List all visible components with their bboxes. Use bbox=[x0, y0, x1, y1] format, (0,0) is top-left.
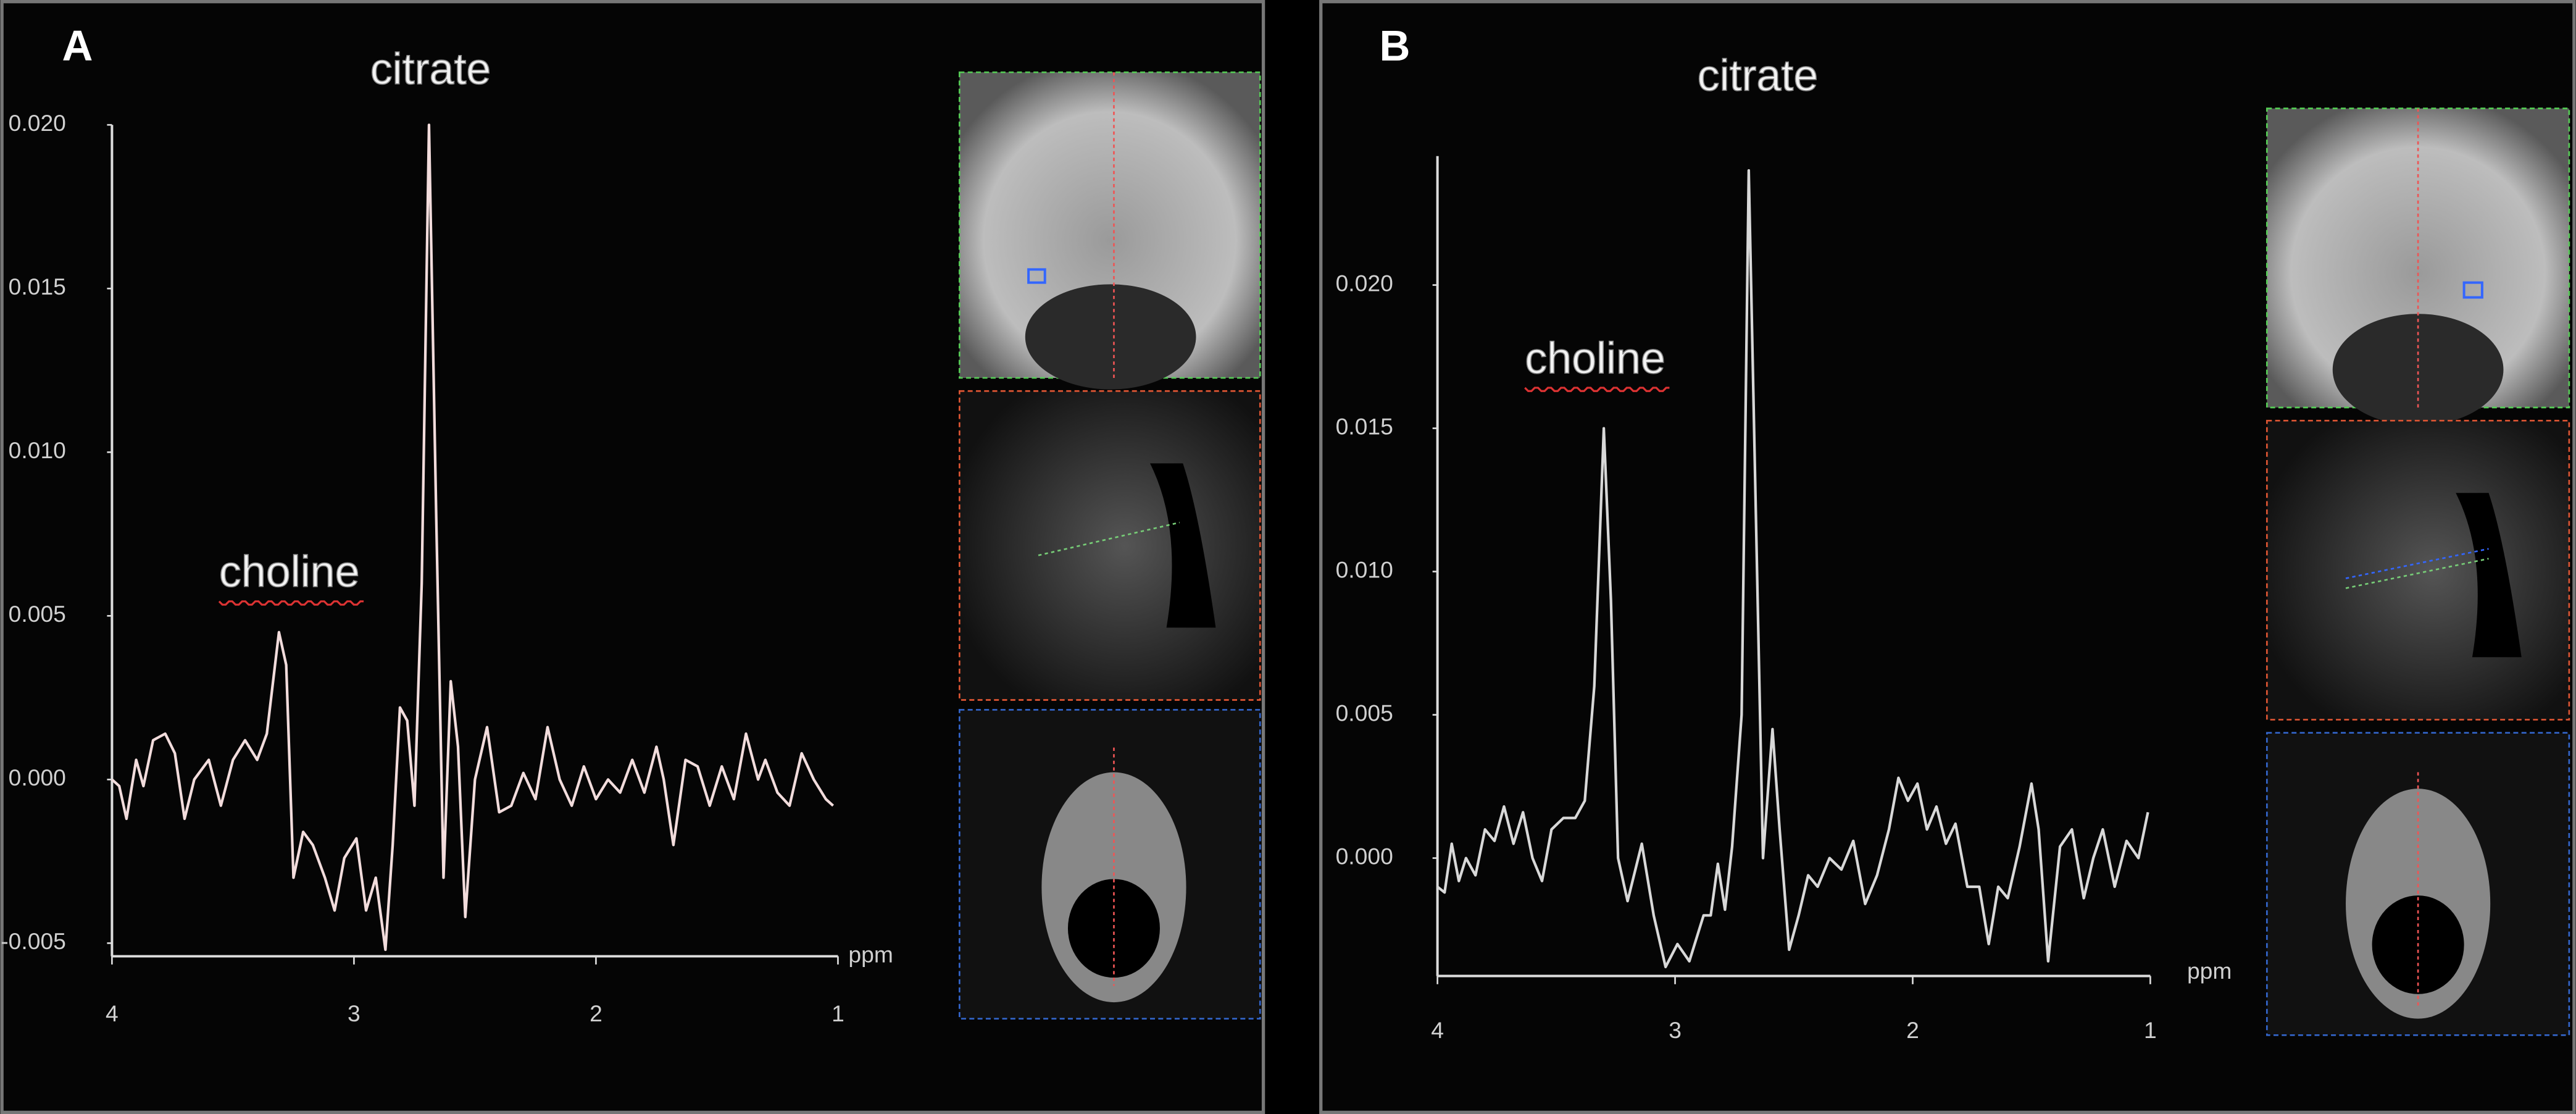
mri-thumbnails bbox=[959, 71, 1261, 1020]
y-tick-label: -0.005 bbox=[1, 928, 66, 954]
spectrum-line bbox=[110, 124, 835, 952]
y-tick-label: 0.010 bbox=[1336, 556, 1393, 582]
y-tick-label: 0.020 bbox=[1336, 270, 1393, 296]
peak-annotation: choline bbox=[219, 547, 360, 597]
x-tick-label: 3 bbox=[1669, 1017, 1682, 1043]
panel-label: A bbox=[62, 22, 93, 70]
peak-annotation: citrate bbox=[370, 44, 491, 94]
x-tick-label: 1 bbox=[832, 1000, 844, 1026]
x-tick-label: 2 bbox=[590, 1000, 602, 1026]
y-tick-label: 0.020 bbox=[9, 110, 66, 136]
x-axis-label: ppm bbox=[2187, 958, 2232, 984]
panel-label: B bbox=[1379, 22, 1410, 70]
peak-annotation: choline bbox=[1525, 333, 1665, 383]
y-tick-label: 0.010 bbox=[9, 437, 66, 463]
x-tick-label: 3 bbox=[348, 1000, 361, 1026]
x-tick-label: 1 bbox=[2144, 1017, 2157, 1043]
y-tick-label: 0.015 bbox=[9, 274, 66, 299]
mri-thumbnails bbox=[2265, 107, 2570, 1036]
x-axis-label: ppm bbox=[848, 941, 893, 967]
spectrum-chart: 0.020 0.015 0.010 0.005 0.000 4 3 2 1 ppm Bcitrate… bbox=[1336, 22, 2232, 1043]
y-tick-label: 0.000 bbox=[1336, 843, 1393, 869]
spell-underline bbox=[1524, 387, 1670, 392]
y-tick-label: 0.000 bbox=[9, 764, 66, 790]
y-tick-label: 0.005 bbox=[9, 601, 66, 627]
spell-underline bbox=[218, 600, 364, 606]
y-tick-label: 0.015 bbox=[1336, 413, 1393, 439]
spectrum-chart: 0.020 0.015 0.010 0.005 0.000 -0.005 4 3 2 1 ppm A c… bbox=[1, 22, 893, 1026]
peak-annotation: citrate bbox=[1698, 51, 1819, 101]
x-tick-label: 4 bbox=[106, 1000, 119, 1026]
spectrum-line bbox=[1436, 169, 2149, 969]
x-tick-label: 2 bbox=[1906, 1017, 1919, 1043]
y-tick-label: 0.005 bbox=[1336, 700, 1393, 726]
x-tick-label: 4 bbox=[1431, 1017, 1444, 1043]
